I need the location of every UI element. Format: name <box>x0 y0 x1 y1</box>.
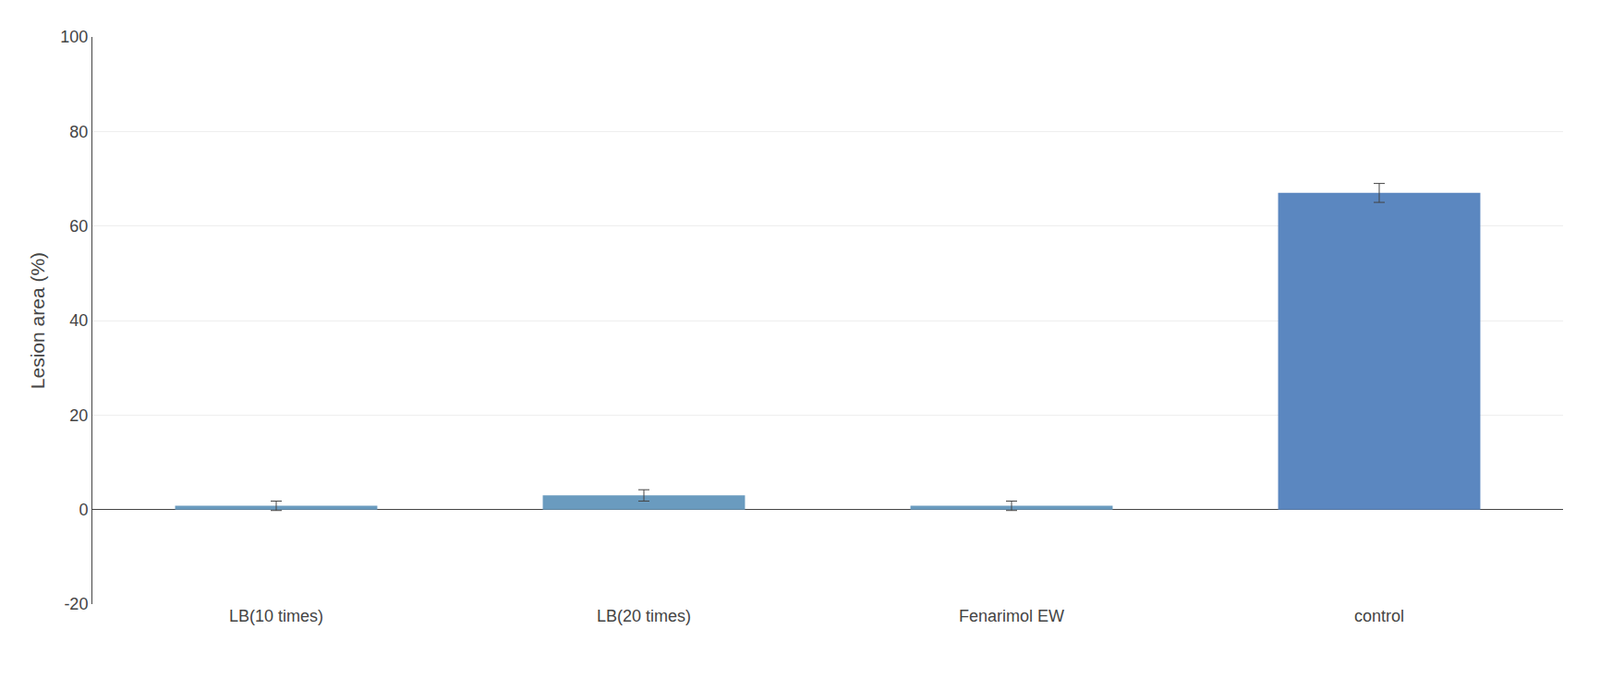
svg-text:LB(20 times): LB(20 times) <box>596 606 691 626</box>
svg-text:40: 40 <box>69 311 88 330</box>
svg-text:60: 60 <box>69 217 88 236</box>
svg-text:100: 100 <box>60 27 88 47</box>
svg-text:0: 0 <box>78 500 88 520</box>
svg-text:-20: -20 <box>63 594 88 614</box>
svg-text:Fenarimol EW: Fenarimol EW <box>958 606 1065 626</box>
svg-text:control: control <box>1354 606 1405 626</box>
svg-text:Lesion area (%): Lesion area (%) <box>26 252 49 389</box>
svg-text:80: 80 <box>69 122 88 142</box>
svg-text:LB(10 times): LB(10 times) <box>229 606 324 626</box>
svg-text:20: 20 <box>69 406 88 425</box>
